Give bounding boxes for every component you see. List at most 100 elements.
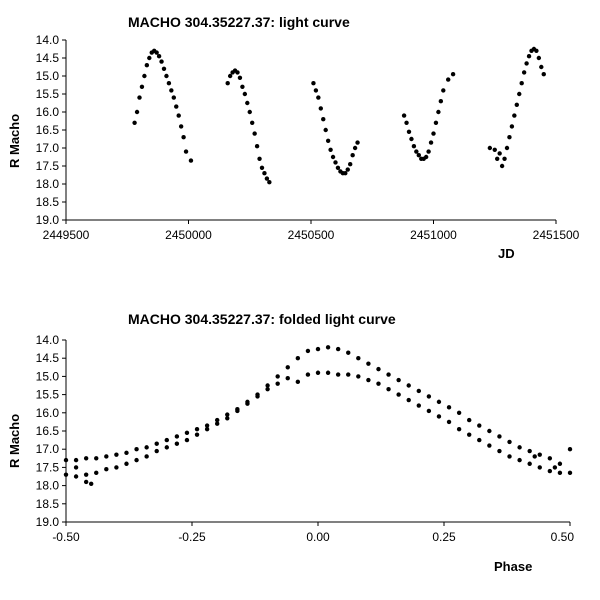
data-point — [134, 109, 140, 115]
data-point — [414, 149, 419, 154]
ticks: 14.0 14.5 15.0 15.5 16.0 16.5 17.0 17.5 18.0 18.5… — [36, 333, 575, 544]
data-point — [446, 419, 452, 425]
data-point — [416, 153, 421, 158]
data-point — [225, 416, 230, 421]
data-point — [204, 426, 210, 432]
x-tick-label: 0.50 — [551, 530, 575, 544]
data-point — [527, 448, 532, 454]
points — [63, 345, 573, 486]
data-point — [396, 377, 401, 383]
data-point — [477, 423, 482, 428]
data-point — [567, 470, 573, 476]
data-point — [144, 445, 149, 450]
data-point — [507, 454, 512, 459]
data-point — [386, 372, 391, 377]
data-point — [346, 372, 351, 377]
data-point — [285, 365, 290, 370]
data-point — [416, 388, 421, 394]
data-point — [315, 370, 321, 375]
data-point — [305, 372, 311, 377]
data-point — [524, 61, 529, 66]
data-point — [328, 147, 333, 152]
data-point — [181, 135, 186, 140]
data-point — [547, 456, 553, 461]
data-point — [517, 457, 522, 463]
data-point — [176, 113, 181, 118]
data-point — [194, 432, 200, 437]
data-point — [401, 113, 407, 118]
data-point — [142, 73, 147, 79]
y-tick-label: 16.5 — [36, 424, 60, 438]
data-point — [83, 479, 89, 485]
data-point — [178, 124, 184, 129]
data-point — [164, 437, 169, 443]
data-point — [426, 394, 432, 399]
data-point — [507, 439, 512, 445]
data-point — [411, 144, 417, 149]
data-point — [174, 441, 180, 446]
y-axis-label: R Macho — [7, 114, 22, 168]
data-point — [188, 158, 194, 163]
data-point — [441, 88, 446, 93]
data-point — [305, 348, 311, 354]
data-point — [519, 81, 524, 86]
data-point — [557, 461, 563, 466]
data-point — [366, 377, 371, 383]
data-point — [333, 160, 338, 165]
y-tick-label: 19.0 — [36, 515, 60, 529]
y-axis-label: R Macho — [7, 414, 22, 468]
data-point — [184, 430, 190, 436]
data-point — [139, 84, 145, 90]
data-point — [552, 465, 558, 470]
data-point — [497, 434, 502, 439]
data-point — [345, 167, 350, 172]
data-point — [174, 434, 180, 439]
y-tick-label: 17.0 — [36, 141, 60, 155]
data-point — [356, 374, 361, 379]
data-point — [526, 54, 532, 59]
data-point — [73, 465, 79, 470]
data-point — [426, 149, 431, 154]
data-point — [89, 481, 94, 486]
data-point — [83, 472, 89, 477]
data-point — [497, 151, 502, 156]
data-point — [255, 394, 260, 399]
data-point — [318, 106, 323, 111]
data-point — [245, 401, 250, 406]
data-point — [73, 474, 79, 479]
data-point — [507, 135, 512, 140]
data-point — [132, 120, 137, 126]
y-tick-label: 18.0 — [36, 177, 60, 191]
data-point — [154, 441, 159, 446]
data-point — [194, 426, 200, 432]
data-point — [477, 437, 482, 443]
data-point — [497, 448, 502, 454]
data-point — [423, 154, 429, 160]
data-point — [450, 72, 456, 77]
data-point — [83, 456, 89, 461]
data-point — [315, 346, 321, 352]
y-tick-label: 16.0 — [36, 406, 60, 420]
data-point — [104, 467, 109, 472]
y-tick-label: 17.5 — [36, 460, 60, 474]
data-point — [532, 454, 537, 459]
data-point — [259, 165, 265, 170]
data-point — [250, 120, 255, 126]
data-point — [156, 54, 162, 59]
x-tick-label: 2450000 — [165, 228, 212, 242]
data-point — [348, 162, 353, 167]
data-point — [527, 461, 532, 466]
y-tick-label: 18.0 — [36, 479, 60, 493]
data-point — [509, 124, 515, 129]
data-point — [547, 468, 553, 474]
data-point — [171, 95, 176, 100]
data-point — [275, 374, 280, 379]
data-point — [94, 456, 99, 461]
data-point — [147, 55, 152, 61]
data-point — [262, 171, 267, 176]
data-point — [409, 136, 414, 142]
data-point — [557, 470, 563, 476]
data-point — [426, 408, 432, 414]
data-point — [456, 426, 462, 432]
